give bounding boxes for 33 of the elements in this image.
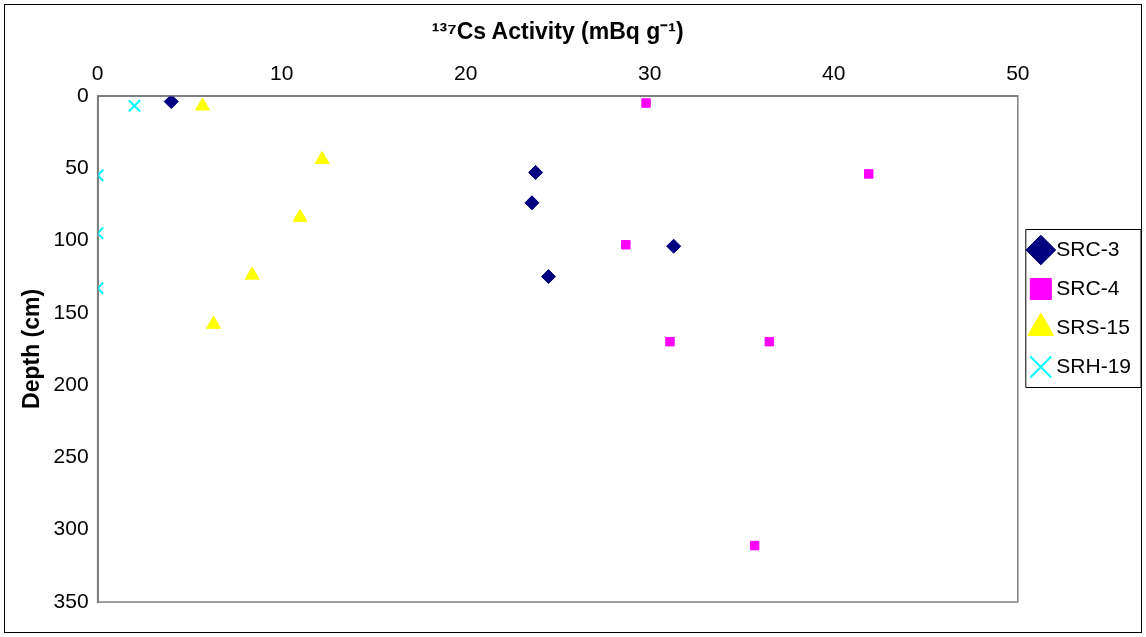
x-tick-label: 30 — [638, 61, 662, 84]
y-tick-label: 150 — [53, 299, 89, 323]
y-axis-title: Depth (cm) — [18, 288, 45, 409]
legend-label: SRC-4 — [1056, 275, 1120, 299]
x-tick-label: 20 — [454, 61, 478, 84]
point — [163, 95, 179, 110]
point — [864, 169, 874, 179]
y-tick-label: 100 — [53, 227, 89, 251]
x-tick-label: 40 — [822, 61, 846, 84]
x-axis-title: ¹³⁷Cs Activity (mBq g⁻¹) — [431, 18, 684, 45]
x-tick-label: 50 — [1006, 61, 1030, 84]
point — [244, 266, 260, 280]
legend-label: SRC-3 — [1056, 236, 1120, 260]
point — [541, 269, 557, 285]
y-tick-label: 50 — [65, 154, 89, 178]
y-tick-label: 300 — [53, 516, 89, 540]
point — [764, 336, 775, 347]
y-tick-label: 250 — [53, 444, 89, 468]
point — [749, 540, 760, 551]
y-tick-label: 350 — [53, 588, 89, 612]
y-tick-label: 0 — [76, 82, 89, 106]
point — [621, 240, 631, 250]
point — [666, 238, 682, 254]
point — [524, 195, 540, 211]
point — [528, 164, 544, 180]
point — [195, 97, 210, 111]
legend-label: SRH-19 — [1056, 353, 1132, 377]
point — [665, 336, 675, 347]
y-tick-label: 200 — [53, 371, 89, 395]
x-tick-label: 0 — [91, 61, 104, 84]
legend-label: SRS-15 — [1056, 314, 1130, 338]
point — [641, 98, 651, 108]
x-tick-label: 10 — [269, 61, 294, 84]
